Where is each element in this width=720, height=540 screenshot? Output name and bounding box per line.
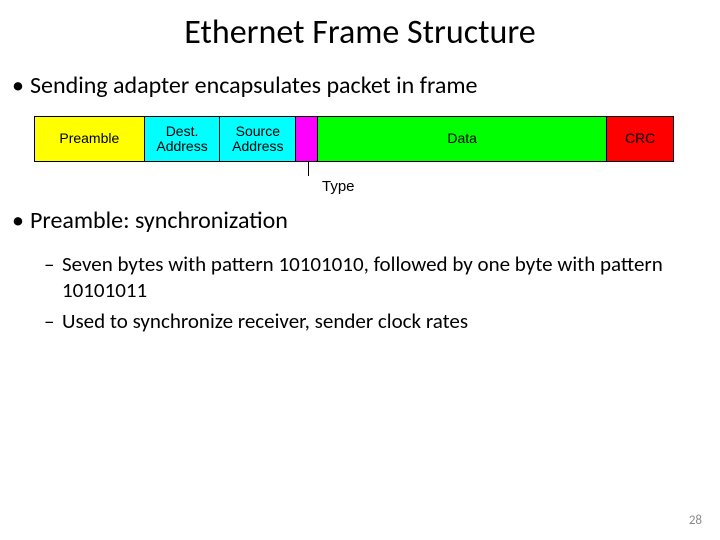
slide-title: Ethernet Frame Structure [0,0,720,71]
frame-segment-5: CRC [607,117,673,161]
frame-segment-3 [296,117,318,161]
page-number: 28 [689,513,702,528]
frame-segment-4: Data [318,117,607,161]
bullet-preamble: Preamble: synchronization [0,206,720,235]
frame-segment-0: Preamble [35,117,145,161]
bullet-sub-sync: Used to synchronize receiver, sender clo… [0,308,720,334]
type-label: Type [322,178,355,195]
frame-segment-1: Dest.Address [145,117,221,161]
type-annotation: Type [34,162,674,206]
bullet-sub-pattern: Seven bytes with pattern 10101010, follo… [0,251,720,304]
bullet-intro: Sending adapter encapsulates packet in f… [0,71,720,100]
frame-segment-2: SourceAddress [220,117,296,161]
type-pointer-line [308,162,309,176]
ethernet-frame-diagram: PreambleDest.AddressSourceAddress DataCRC [34,116,674,162]
